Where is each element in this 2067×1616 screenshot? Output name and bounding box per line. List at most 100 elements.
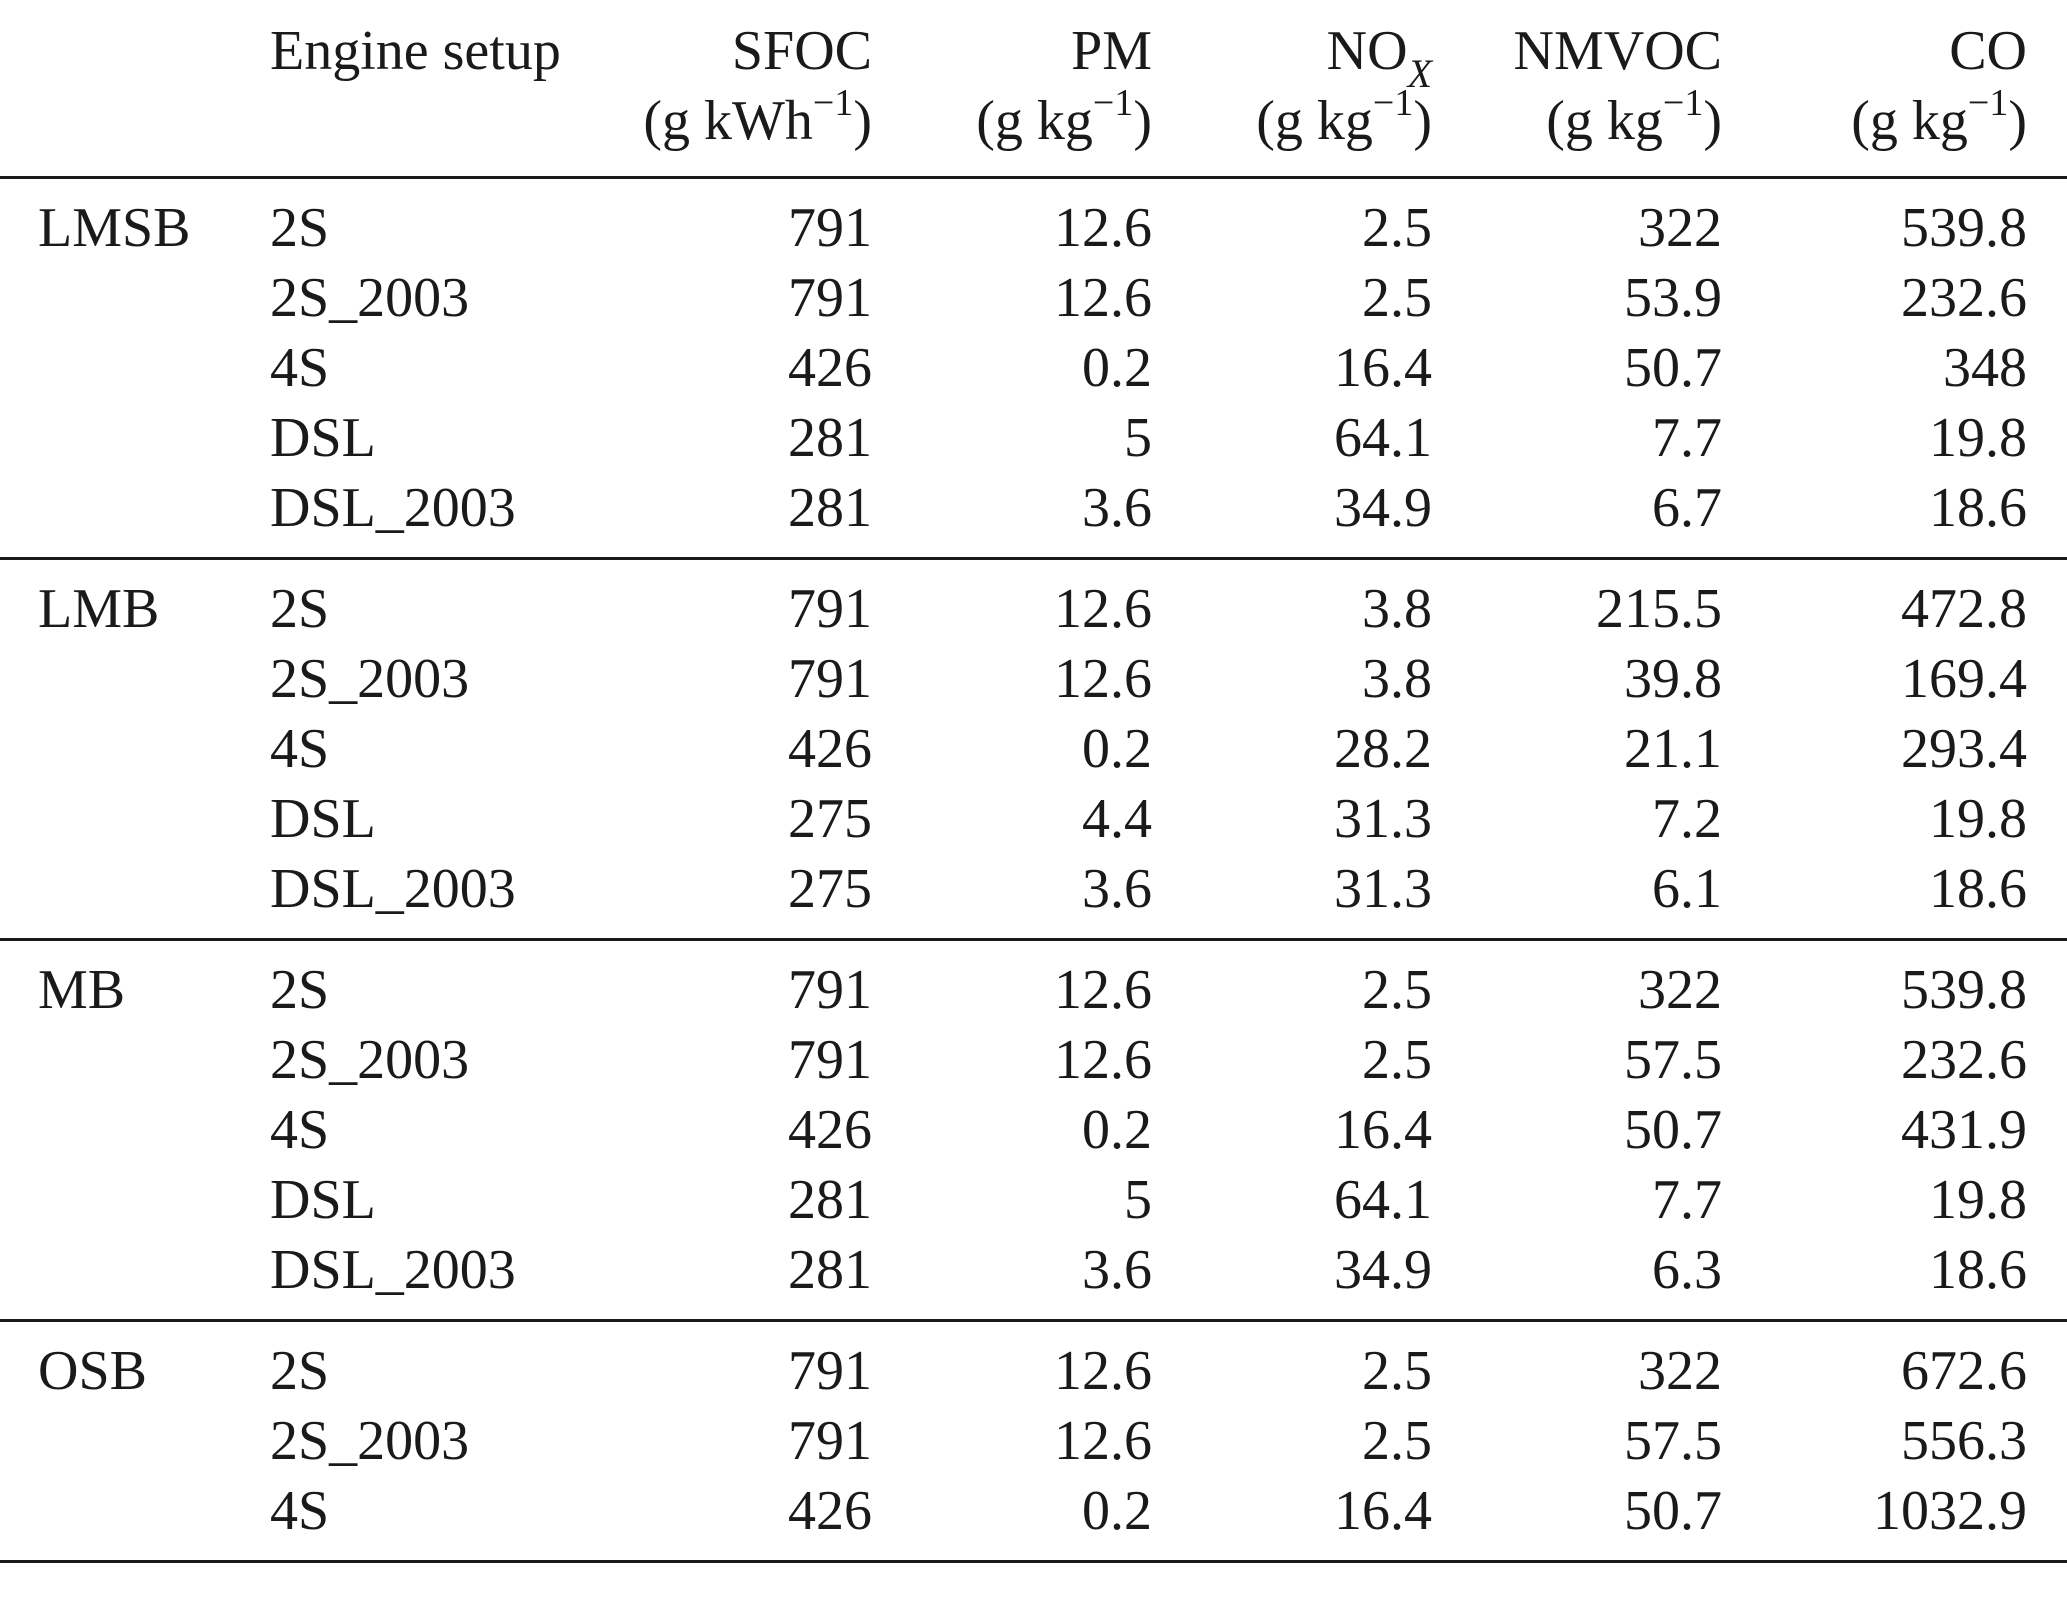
group-label-empty xyxy=(0,473,270,559)
cell-sfoc: 791 xyxy=(788,578,872,640)
table-header: Engine setup SFOC (g kWh−1) PM (g kg−1) … xyxy=(0,0,2067,178)
cell-pm: 3.6 xyxy=(1082,1239,1152,1301)
cell-pm: 12.6 xyxy=(1054,648,1152,710)
cell-nmvoc: 6.1 xyxy=(1652,858,1722,920)
cell-co: 1032.9 xyxy=(1873,1480,2027,1542)
group-label-empty xyxy=(0,784,270,854)
cell-co: 19.8 xyxy=(1929,1169,2027,1231)
cell-setup: 2S_2003 xyxy=(270,648,470,710)
table-row: DSL_2003 281 3.6 34.9 6.3 18.6 xyxy=(0,1235,2067,1321)
cell-sfoc: 791 xyxy=(788,959,872,1021)
cell-sfoc: 281 xyxy=(788,1239,872,1301)
header-co-unit: (g kg−1) xyxy=(1851,82,2027,152)
header-co-name: CO xyxy=(1949,20,2027,82)
cell-nox: 2.5 xyxy=(1362,267,1432,329)
cell-nmvoc: 39.8 xyxy=(1624,648,1722,710)
table-row: LMSB 2S 791 12.6 2.5 322 539.8 xyxy=(0,178,2067,264)
table-row: 2S_2003 791 12.6 2.5 53.9 232.6 xyxy=(0,263,2067,333)
cell-setup: DSL_2003 xyxy=(270,858,516,920)
cell-sfoc: 281 xyxy=(788,407,872,469)
cell-setup: 2S xyxy=(270,197,330,259)
cell-pm: 12.6 xyxy=(1054,959,1152,1021)
cell-nox: 2.5 xyxy=(1362,1340,1432,1402)
header-nox: NOX (g kg−1) xyxy=(1190,0,1470,178)
cell-sfoc: 426 xyxy=(788,1099,872,1161)
header-row: Engine setup SFOC (g kWh−1) PM (g kg−1) … xyxy=(0,0,2067,178)
cell-nmvoc: 6.7 xyxy=(1652,477,1722,539)
cell-co: 293.4 xyxy=(1901,718,2027,780)
table-row: 2S_2003 791 12.6 3.8 39.8 169.4 xyxy=(0,644,2067,714)
group-label-empty xyxy=(0,1095,270,1165)
cell-nox: 16.4 xyxy=(1334,1480,1432,1542)
header-co: CO (g kg−1) xyxy=(1760,0,2067,178)
cell-nmvoc: 322 xyxy=(1638,959,1722,1021)
group-label-empty xyxy=(0,1165,270,1235)
header-sfoc: SFOC (g kWh−1) xyxy=(640,0,910,178)
cell-co: 19.8 xyxy=(1929,788,2027,850)
cell-nmvoc: 50.7 xyxy=(1624,1099,1722,1161)
cell-co: 348 xyxy=(1943,337,2027,399)
group-label-empty xyxy=(0,333,270,403)
table-row: 2S_2003 791 12.6 2.5 57.5 232.6 xyxy=(0,1025,2067,1095)
group-label: LMSB xyxy=(38,197,191,259)
cell-sfoc: 791 xyxy=(788,648,872,710)
header-sfoc-name: SFOC xyxy=(731,20,872,82)
cell-nmvoc: 322 xyxy=(1638,197,1722,259)
cell-co: 232.6 xyxy=(1901,267,2027,329)
group-label-empty xyxy=(0,1025,270,1095)
header-sfoc-unit: (g kWh−1) xyxy=(643,82,872,152)
group-label: LMB xyxy=(38,578,160,640)
header-pm-name: PM xyxy=(1071,20,1152,82)
cell-nox: 3.8 xyxy=(1362,578,1432,640)
cell-pm: 3.6 xyxy=(1082,858,1152,920)
header-pm-unit: (g kg−1) xyxy=(976,82,1152,152)
table-row: DSL 281 5 64.1 7.7 19.8 xyxy=(0,403,2067,473)
header-engine-setup-label: Engine setup xyxy=(270,20,561,82)
table-group-osb: OSB 2S 791 12.6 2.5 322 672.6 2S_2003 79… xyxy=(0,1321,2067,1562)
cell-co: 18.6 xyxy=(1929,858,2027,920)
cell-nox: 64.1 xyxy=(1334,1169,1432,1231)
cell-setup: 4S xyxy=(270,337,330,399)
cell-nmvoc: 21.1 xyxy=(1624,718,1722,780)
cell-nmvoc: 322 xyxy=(1638,1340,1722,1402)
cell-nox: 64.1 xyxy=(1334,407,1432,469)
cell-setup: 4S xyxy=(270,1480,330,1542)
table-row: 4S 426 0.2 16.4 50.7 348 xyxy=(0,333,2067,403)
group-label-empty xyxy=(0,644,270,714)
cell-nmvoc: 7.7 xyxy=(1652,407,1722,469)
header-engine-setup: Engine setup xyxy=(270,0,640,178)
cell-co: 19.8 xyxy=(1929,407,2027,469)
cell-sfoc: 791 xyxy=(788,1340,872,1402)
table-row: 4S 426 0.2 16.4 50.7 1032.9 xyxy=(0,1476,2067,1562)
cell-setup: 2S xyxy=(270,959,330,1021)
cell-setup: 2S xyxy=(270,1340,330,1402)
cell-nmvoc: 50.7 xyxy=(1624,337,1722,399)
table-group-mb: MB 2S 791 12.6 2.5 322 539.8 2S_2003 791… xyxy=(0,940,2067,1321)
cell-nox: 34.9 xyxy=(1334,477,1432,539)
cell-co: 18.6 xyxy=(1929,477,2027,539)
cell-co: 232.6 xyxy=(1901,1029,2027,1091)
group-label-empty xyxy=(0,263,270,333)
header-nmvoc-unit: (g kg−1) xyxy=(1546,82,1722,152)
cell-co: 472.8 xyxy=(1901,578,2027,640)
cell-sfoc: 275 xyxy=(788,788,872,850)
cell-setup: DSL_2003 xyxy=(270,1239,516,1301)
cell-sfoc: 791 xyxy=(788,197,872,259)
group-label: OSB xyxy=(38,1340,147,1402)
cell-sfoc: 275 xyxy=(788,858,872,920)
group-label-empty xyxy=(0,1406,270,1476)
cell-setup: 2S_2003 xyxy=(270,267,470,329)
cell-pm: 12.6 xyxy=(1054,1410,1152,1472)
cell-sfoc: 426 xyxy=(788,718,872,780)
cell-sfoc: 791 xyxy=(788,1410,872,1472)
group-label: MB xyxy=(38,959,126,1021)
cell-co: 539.8 xyxy=(1901,197,2027,259)
table-row: OSB 2S 791 12.6 2.5 322 672.6 xyxy=(0,1321,2067,1407)
cell-sfoc: 281 xyxy=(788,1169,872,1231)
cell-co: 18.6 xyxy=(1929,1239,2027,1301)
header-pm: PM (g kg−1) xyxy=(910,0,1190,178)
cell-nox: 2.5 xyxy=(1362,1410,1432,1472)
table-group-lmsb: LMSB 2S 791 12.6 2.5 322 539.8 2S_2003 7… xyxy=(0,178,2067,559)
table-row: LMB 2S 791 12.6 3.8 215.5 472.8 xyxy=(0,559,2067,645)
cell-setup: 4S xyxy=(270,1099,330,1161)
